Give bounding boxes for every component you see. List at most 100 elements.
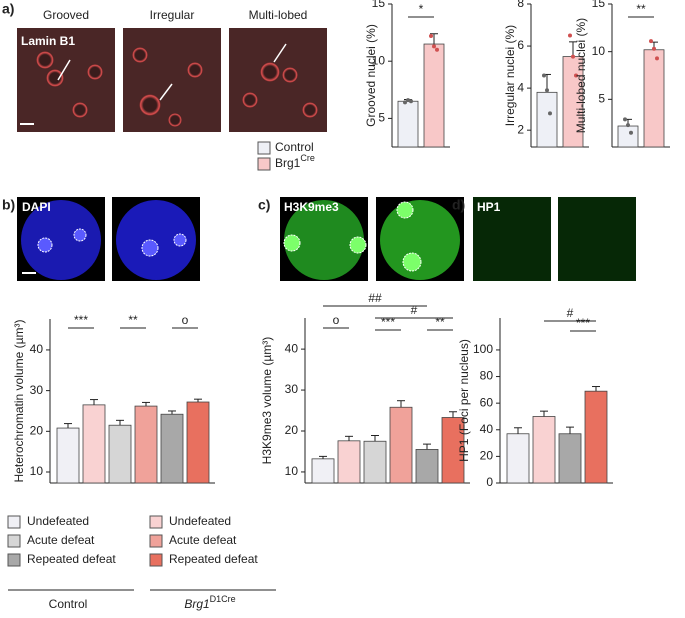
significance-label: ** xyxy=(435,315,445,329)
y-tick-label: 20 xyxy=(480,449,494,463)
bar xyxy=(423,43,445,148)
significance-label: # xyxy=(411,303,418,317)
bar xyxy=(643,49,665,148)
data-point xyxy=(649,39,653,44)
legend-swatch xyxy=(7,515,21,529)
y-tick-label: 100 xyxy=(473,342,493,356)
y-tick-label: 15 xyxy=(592,0,606,10)
significance-label: o xyxy=(182,313,189,327)
y-tick-label: 4 xyxy=(517,80,524,94)
legend-swatch xyxy=(7,534,21,548)
panel-label: d) xyxy=(452,197,465,213)
y-axis-label: HP1 (Foci per nucleus) xyxy=(457,339,471,462)
bar xyxy=(617,125,639,148)
significance-label: *** xyxy=(576,316,590,330)
bar xyxy=(389,406,413,484)
significance-label: *** xyxy=(381,315,395,329)
y-tick-label: 5 xyxy=(598,92,605,106)
bar xyxy=(311,458,335,484)
micrographs-bcd xyxy=(17,197,636,281)
data-point xyxy=(429,34,433,39)
y-tick-label: 30 xyxy=(30,383,44,397)
data-point xyxy=(652,46,656,51)
legend-label: Acute defeat xyxy=(169,533,237,547)
bar xyxy=(397,100,419,148)
label-sup: Cre xyxy=(300,153,315,163)
y-tick-label: 40 xyxy=(480,422,494,436)
data-point xyxy=(409,99,413,104)
legend-label: Acute defeat xyxy=(27,533,95,547)
significance-label: o xyxy=(333,313,340,327)
legend-label: Repeated defeat xyxy=(27,552,116,566)
significance-label: *** xyxy=(74,313,88,327)
bar xyxy=(532,416,556,484)
legend-label: Repeated defeat xyxy=(169,552,258,566)
bar xyxy=(536,91,558,148)
legend-swatch xyxy=(7,553,21,567)
bar xyxy=(186,401,210,484)
y-tick-label: 60 xyxy=(480,395,494,409)
y-tick-label: 15 xyxy=(372,0,386,10)
significance-label: # xyxy=(567,306,574,320)
legend-label: Brg1Cre xyxy=(275,153,315,170)
y-tick-label: 10 xyxy=(592,44,606,58)
label-base: Brg1 xyxy=(275,156,301,170)
y-axis-label: Irregular nuclei (%) xyxy=(503,25,517,126)
y-tick-label: 30 xyxy=(285,382,299,396)
data-point xyxy=(432,44,436,49)
y-tick-label: 20 xyxy=(30,423,44,437)
y-tick-label: 20 xyxy=(285,423,299,437)
bar xyxy=(415,449,439,484)
y-tick-label: 10 xyxy=(372,53,386,67)
panel-label: a) xyxy=(2,1,14,17)
label-base: Brg1 xyxy=(184,597,209,611)
y-axis-label: H3K9me3 volume (µm³) xyxy=(260,337,274,465)
y-tick-label: 80 xyxy=(480,369,494,383)
bar xyxy=(506,433,530,484)
data-point xyxy=(548,111,552,116)
data-point xyxy=(623,117,627,122)
legend-swatch xyxy=(257,141,271,155)
bar xyxy=(160,413,184,484)
y-tick-label: 0 xyxy=(486,475,493,489)
y-tick-label: 5 xyxy=(378,111,385,125)
data-point xyxy=(435,47,439,52)
legend-swatch xyxy=(257,157,271,171)
legend-swatch xyxy=(149,534,163,548)
data-point xyxy=(542,73,546,78)
y-axis-label: Heterochromatin volume (µm³) xyxy=(12,320,26,483)
panel-label: c) xyxy=(258,197,270,213)
y-tick-label: 40 xyxy=(285,341,299,355)
image-title: Grooved xyxy=(43,8,89,22)
data-point xyxy=(629,130,633,135)
y-tick-label: 2 xyxy=(517,122,524,136)
significance-label: ** xyxy=(128,313,138,327)
bar xyxy=(134,405,158,484)
y-tick-label: 10 xyxy=(285,464,299,478)
bar xyxy=(56,427,80,484)
image-title: Irregular xyxy=(150,8,195,22)
y-tick-label: 8 xyxy=(517,0,524,10)
legend-label: Undefeated xyxy=(27,514,89,528)
stain-label: Lamin B1 xyxy=(21,34,75,48)
data-point xyxy=(568,33,572,38)
image-title: Multi-lobed xyxy=(249,8,308,22)
legend-swatch xyxy=(149,515,163,529)
bar xyxy=(558,433,582,484)
stain-label: DAPI xyxy=(22,200,51,214)
group-label: Control xyxy=(49,597,88,611)
y-tick-label: 6 xyxy=(517,38,524,52)
legend-label: Undefeated xyxy=(169,514,231,528)
legend-swatch xyxy=(149,553,163,567)
panel-label: b) xyxy=(2,197,15,213)
legend-label: Control xyxy=(275,140,314,154)
bar xyxy=(108,424,132,484)
bar xyxy=(363,440,387,484)
bar xyxy=(584,390,608,484)
data-point xyxy=(626,123,630,128)
stain-label: HP1 xyxy=(477,200,501,214)
data-point xyxy=(655,56,659,61)
y-tick-label: 10 xyxy=(30,464,44,478)
bar xyxy=(82,404,106,484)
